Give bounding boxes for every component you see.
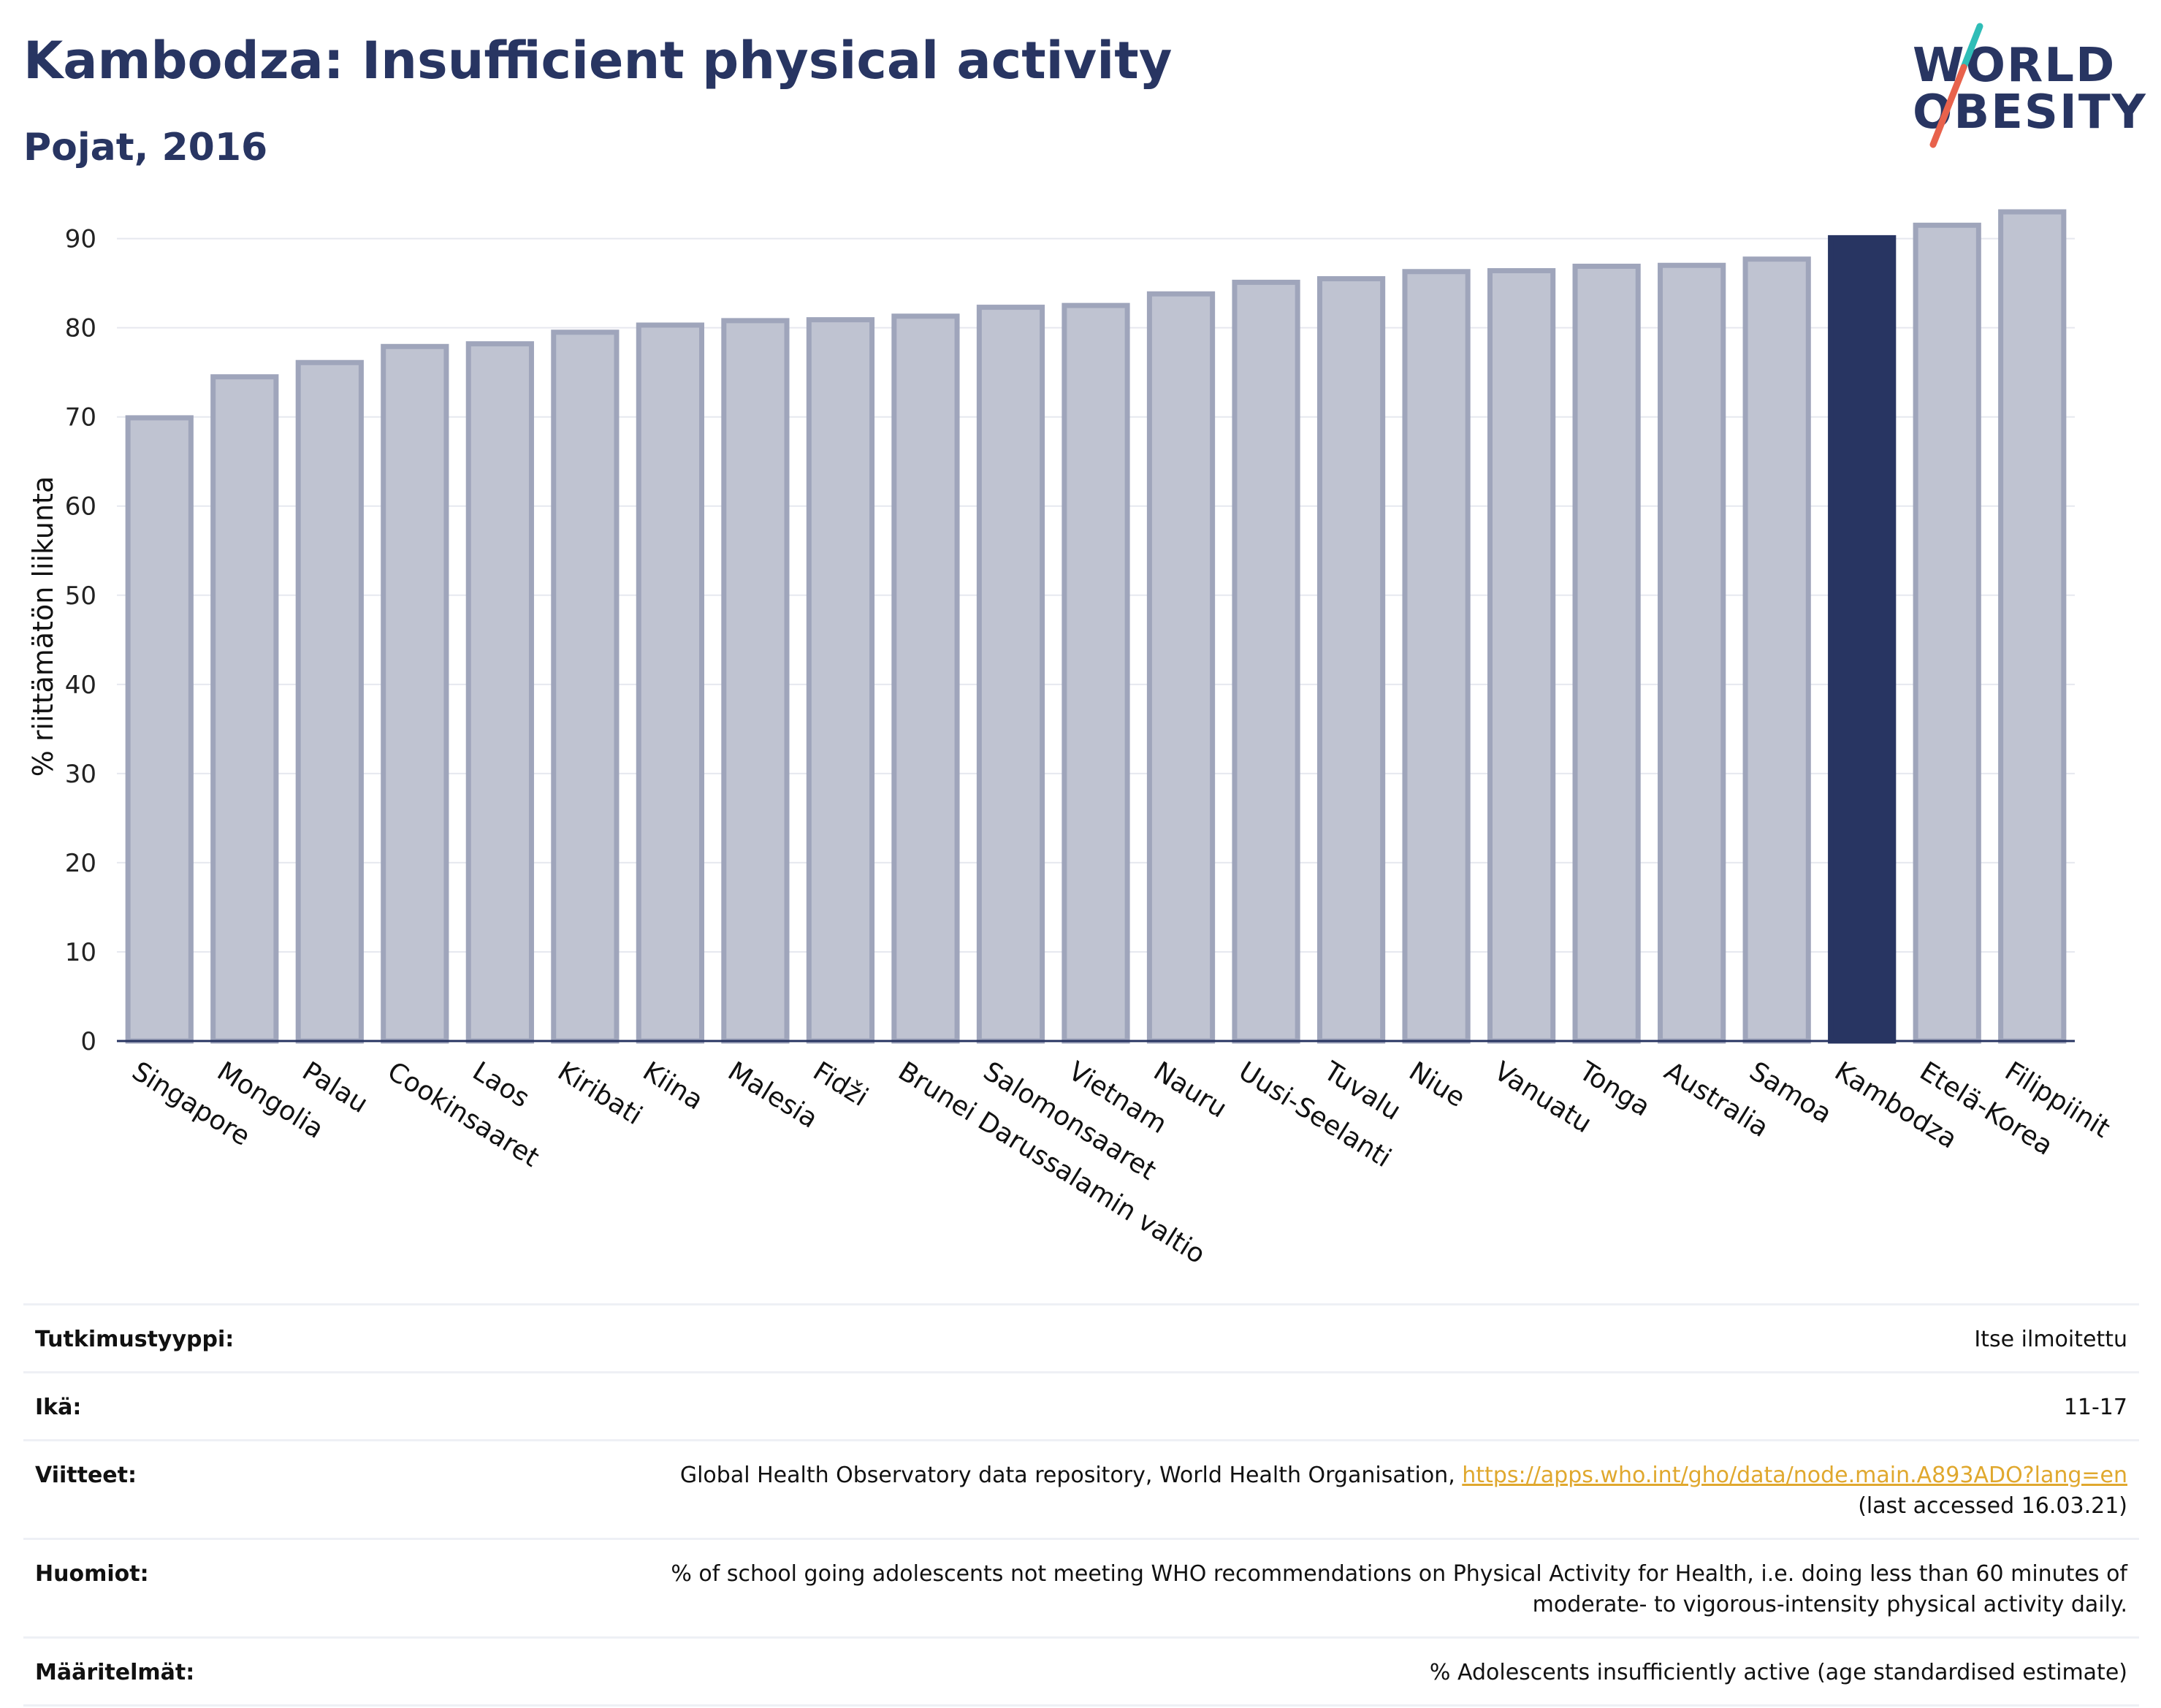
x-tick-label: Vanuatu [1489, 1056, 1597, 1139]
bar-uusi-seelanti [1232, 279, 1300, 1044]
info-value: % of school going adolescents not meetin… [546, 1559, 2127, 1620]
info-label: Viitteet: [35, 1463, 137, 1488]
bar-tonga [1572, 263, 1641, 1044]
chart-subtitle: Pojat, 2016 [23, 126, 268, 169]
bar-fidži [806, 317, 875, 1044]
x-tick-label: Kiina [638, 1056, 709, 1116]
bar-palau [295, 359, 364, 1044]
info-row-age: Ikä: 11-17 [23, 1373, 2139, 1441]
info-row-definitions: Määritelmät: % Adolescents insufficientl… [23, 1639, 2139, 1707]
bar-salomonsaaret [976, 305, 1045, 1044]
info-value: % Adolescents insufficiently active (age… [1429, 1660, 2127, 1685]
bar-vanuatu [1487, 268, 1556, 1044]
info-row-study-type: Tutkimustyyppi: Itse ilmoitettu [23, 1305, 2139, 1373]
y-tick-label: 10 [65, 938, 96, 967]
bar-kiribati [551, 329, 620, 1044]
bar-vietnam [1062, 302, 1130, 1044]
logo-slash-icon [1929, 23, 1983, 148]
bar-etelä-korea [1913, 222, 1981, 1044]
bar-kambodza [1828, 235, 1897, 1044]
bar-brunei-darussalamin-valtio [891, 313, 960, 1044]
bar-malesia [721, 318, 790, 1044]
x-tick-label: Cookinsaaret [382, 1056, 544, 1173]
info-value: 11-17 [2063, 1395, 2127, 1420]
bar-singapore [125, 415, 194, 1044]
info-label: Huomiot: [35, 1561, 149, 1587]
bar-filippiinit [1998, 209, 2067, 1044]
info-label: Tutkimustyyppi: [35, 1327, 235, 1352]
info-row-notes: Huomiot: % of school going adolescents n… [23, 1540, 2139, 1639]
notes-line-1: % of school going adolescents not meetin… [671, 1561, 2127, 1587]
info-row-references: Viitteet: Global Health Observatory data… [23, 1441, 2139, 1540]
info-table: Tutkimustyyppi: Itse ilmoitettu Ikä: 11-… [23, 1303, 2139, 1707]
bar-cookinsaaret [381, 343, 449, 1044]
bar-laos [465, 341, 534, 1044]
reference-accessed: (last accessed 16.03.21) [1858, 1493, 2127, 1519]
bar-kiina [636, 322, 705, 1044]
y-tick-label: 80 [65, 314, 96, 343]
logo-word-world: WORLD [1913, 39, 2116, 93]
bar-mongolia [210, 374, 279, 1044]
info-label: Ikä: [35, 1395, 82, 1420]
info-value: Itse ilmoitettu [1974, 1327, 2127, 1352]
y-tick-label: 0 [80, 1027, 96, 1056]
y-tick-label: 30 [65, 760, 96, 789]
bars [125, 209, 2067, 1044]
y-tick-label: 40 [65, 671, 96, 700]
bar-australia [1658, 262, 1726, 1044]
bar-nauru [1146, 291, 1216, 1044]
x-tick-label: Niue [1403, 1056, 1470, 1113]
y-tick-label: 70 [65, 403, 96, 432]
x-tick-label: Malesia [723, 1056, 823, 1135]
y-tick-label: 90 [65, 225, 96, 254]
info-label: Määritelmät: [35, 1660, 195, 1685]
bar-tuvalu [1316, 276, 1386, 1044]
y-axis-title: % riittämätön liikunta [27, 476, 59, 777]
x-tick-label: Kiribati [552, 1056, 647, 1131]
world-obesity-logo: WORLD OBESITY [1907, 22, 2148, 153]
notes-line-2: moderate- to vigorous-intensity physical… [1532, 1592, 2127, 1617]
x-tick-label: Fidži [808, 1056, 873, 1113]
y-tick-label: 20 [65, 849, 96, 878]
reference-link[interactable]: https://apps.who.int/gho/data/node.main.… [1462, 1463, 2127, 1488]
y-tick-label: 50 [65, 582, 96, 611]
y-tick-label: 60 [65, 492, 96, 522]
info-value: Global Health Observatory data repositor… [546, 1460, 2127, 1522]
bar-niue [1402, 269, 1471, 1044]
bar-samoa [1742, 256, 1811, 1044]
bar-chart: 0 10 20 30 40 50 60 70 80 90 % riittämätön liikunt… [27, 209, 2115, 1270]
chart-title: Kambodza: Insufficient physical activity [23, 31, 1173, 91]
reference-text: Global Health Observatory data repositor… [679, 1463, 1463, 1488]
